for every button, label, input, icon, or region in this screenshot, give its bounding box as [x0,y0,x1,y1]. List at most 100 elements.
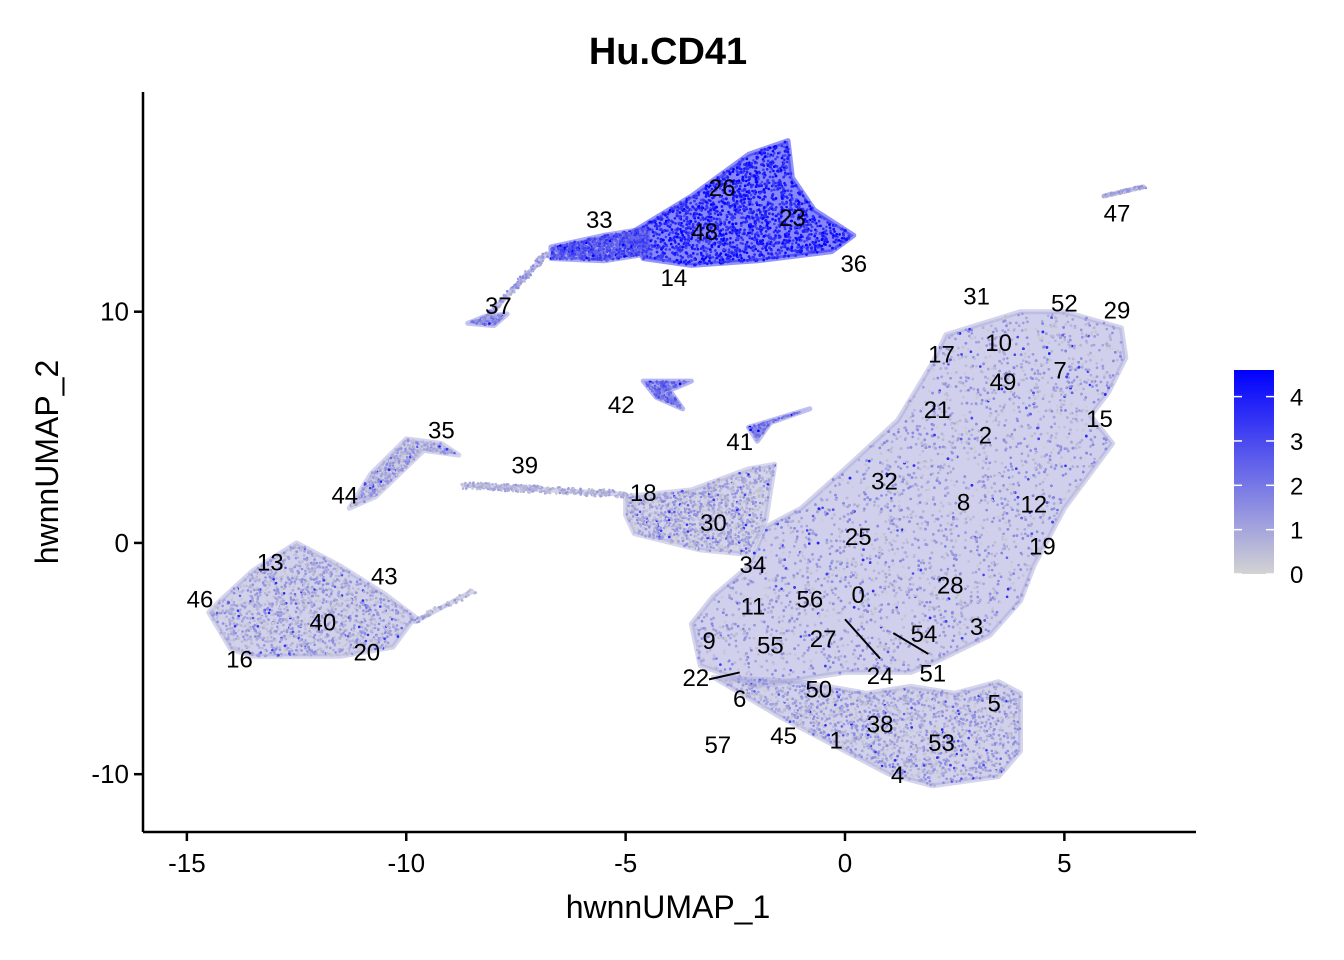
chart-title: Hu.CD41 [589,31,747,73]
cell-point [994,436,998,440]
cell-point [994,416,998,419]
cell-point [780,579,784,583]
cell-point [950,355,953,359]
cell-point [993,474,996,477]
cell-point [1093,461,1096,464]
cell-point [992,397,996,400]
cell-point [1037,335,1040,339]
cell-point [1013,498,1017,502]
cell-point [1111,331,1114,335]
cell-point [1116,358,1119,362]
cell-point [959,611,963,614]
cell-point [1028,564,1031,567]
cell-point [1064,464,1067,468]
cell-point [790,606,794,610]
cell-point [928,556,932,560]
cell-point [849,669,853,673]
cell-point [923,635,926,638]
cell-point [878,546,881,549]
cell-point [794,540,798,544]
cell-point [1004,466,1007,469]
cell-point [853,648,856,652]
cell-point [796,535,799,538]
cell-point [803,608,807,612]
cell-point [945,392,948,395]
cell-point [1006,361,1009,365]
cell-point [916,538,920,542]
cell-point [1028,511,1032,514]
cell-point [887,585,891,588]
cell-point [919,433,922,436]
cell-point [991,607,994,610]
cell-point [797,547,800,551]
cell-point [917,546,921,549]
cell-point [877,594,881,597]
cell-point [753,601,756,605]
cell-point [725,613,728,617]
cell-point [1004,437,1008,440]
cell-point [1044,324,1047,327]
cell-point [780,518,784,522]
cell-point [764,572,768,575]
cell-point [1059,399,1062,402]
cell-point [1000,362,1004,365]
cell-point [956,517,959,521]
cell-point [964,389,968,393]
cell-point [1007,577,1011,580]
cell-point [912,395,916,399]
cell-point [747,665,751,669]
cell-point [811,587,815,590]
cell-point [844,575,847,579]
cell-point [1059,501,1063,505]
cell-point [1088,383,1092,387]
cell-point [917,564,920,567]
cell-point [923,461,927,465]
cell-point [978,501,981,505]
cell-point [1091,385,1094,388]
cell-point [1089,453,1093,456]
cell-point [1096,426,1099,430]
cell-point [748,597,752,600]
cell-point [984,628,988,631]
cell-point [1063,425,1066,429]
cell-point [711,624,714,628]
cell-point [854,561,858,564]
cell-point [1029,548,1033,551]
cell-point [987,629,990,633]
cell-point [921,558,924,562]
cell-point [922,561,926,565]
cell-point [901,565,905,569]
cell-point [991,367,994,370]
cell-point [940,623,943,626]
cell-point [880,536,883,539]
cell-point [916,522,919,526]
cell-point [885,493,888,497]
cell-point [1022,369,1025,373]
cell-point [918,453,922,457]
cell-point [887,527,890,531]
cell-point [1006,488,1009,491]
cell-point [889,447,893,451]
cell-point [787,603,791,607]
cell-point [914,442,918,446]
cell-point [942,620,946,623]
cell-point [809,659,813,663]
cell-point [862,604,866,608]
cell-point [938,634,941,637]
cell-point [1021,574,1025,577]
cell-point [986,490,990,494]
cell-point [1052,522,1055,526]
cell-point [1105,384,1109,387]
cell-point [964,430,967,433]
cell-point [758,664,761,668]
cell-point [897,576,901,579]
cell-point [1096,392,1100,396]
cell-point [808,633,811,637]
cell-point [1012,534,1016,538]
cell-point [1032,391,1035,395]
cell-point [772,642,775,645]
cell-point [843,578,847,581]
cell-point [879,608,883,611]
cell-point [1038,372,1042,376]
cell-point [1085,405,1089,409]
